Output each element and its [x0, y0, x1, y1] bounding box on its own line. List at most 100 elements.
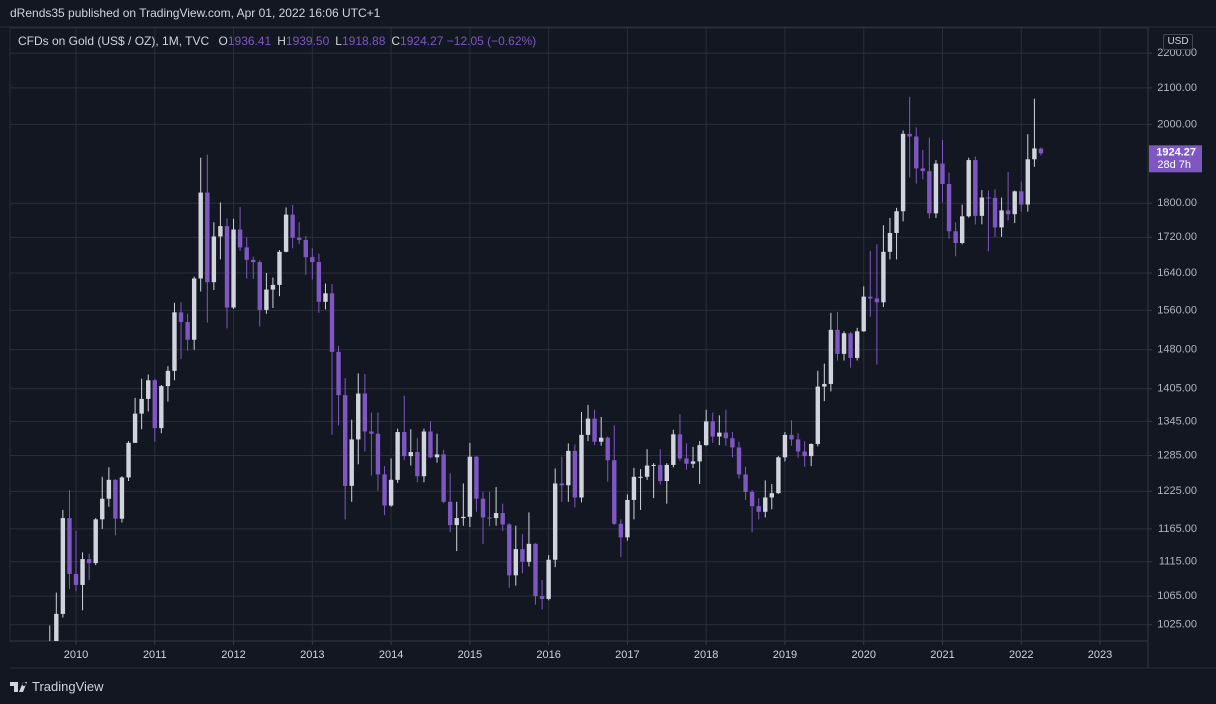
candle-body [953, 231, 958, 243]
x-tick-label: 2022 [1009, 649, 1033, 661]
candle-body [493, 513, 499, 519]
x-tick-label: 2011 [143, 649, 167, 661]
y-tick-label: 1405.00 [1157, 383, 1197, 395]
candle-body [198, 192, 203, 279]
candle-body [191, 278, 197, 340]
candle-body [342, 395, 348, 486]
candle-body [467, 456, 473, 517]
candle-body [415, 452, 420, 477]
axes: 1025.00 1065.00 1115.00 1165.00 1225.00 1285.… [64, 47, 1202, 661]
candle-body [454, 518, 459, 526]
candle-body [848, 333, 853, 358]
y-tick-label: 1115.00 [1159, 556, 1197, 568]
candle-body [113, 479, 118, 519]
candle-body [441, 454, 446, 502]
candle-body [303, 239, 308, 258]
candle-body [815, 386, 820, 444]
candle-body [205, 192, 210, 283]
candle-body [244, 247, 249, 260]
ohlc-value: 1936.41 [227, 34, 272, 48]
candle-body [1019, 191, 1024, 205]
candle-body [520, 549, 525, 562]
candle-body [513, 549, 518, 576]
candle-body [336, 351, 341, 396]
y-tick-label: 1560.00 [1157, 304, 1197, 316]
candle-body [638, 476, 643, 478]
candle-body [808, 443, 814, 457]
candle-body [717, 432, 722, 437]
plot-area [9, 27, 1149, 642]
x-tick-label: 2020 [851, 649, 875, 661]
candle-body [1032, 148, 1037, 160]
candle-body [152, 380, 157, 429]
candle-body [697, 445, 702, 462]
legend: CFDs on Gold (US$ / OZ), 1M, TVC O1936.4… [18, 34, 536, 48]
x-tick-label: 2012 [221, 649, 245, 661]
y-tick-label: 1480.00 [1157, 344, 1197, 356]
candle-body [730, 438, 735, 448]
candle-body [736, 447, 742, 475]
candle-body [356, 393, 361, 440]
x-tick-label: 2018 [694, 649, 718, 661]
candle-body [999, 210, 1004, 228]
candle-body [251, 259, 256, 263]
candle-body [795, 439, 801, 452]
candle-body [139, 398, 144, 414]
candle-body [539, 596, 545, 599]
x-tick-label: 2017 [615, 649, 639, 661]
price-badge [1149, 145, 1202, 173]
candle-body [290, 214, 295, 238]
currency-label[interactable]: USD [1163, 34, 1193, 50]
candle-body [703, 421, 709, 446]
candle-body [841, 333, 847, 354]
candle-body [172, 312, 177, 371]
y-tick-label: 1720.00 [1157, 231, 1197, 243]
candle-body [559, 483, 564, 486]
candle-body [146, 380, 151, 399]
candle-body [940, 163, 945, 184]
candle-body [835, 329, 840, 354]
candle-body [296, 237, 302, 240]
candle-body [769, 493, 774, 498]
candle-body [579, 434, 584, 498]
ohlc-value: 1939.50 [285, 34, 330, 48]
candle-body [756, 506, 761, 512]
candle-body [907, 133, 912, 137]
candle-body [684, 458, 689, 464]
candle-body [421, 431, 427, 477]
change: −12.05 (−0.62%) [446, 34, 537, 48]
candle-body [283, 214, 289, 252]
candle-body [789, 434, 794, 440]
x-tick-label: 2021 [930, 649, 954, 661]
y-tick-label: 1800.00 [1157, 197, 1197, 209]
ohlc: O1936.41 H1939.50 L1918.88 C1924.27 [213, 34, 447, 48]
candle-body [690, 461, 696, 464]
candle-body [533, 543, 538, 597]
candle-body [132, 413, 138, 443]
x-tick-label: 2013 [300, 649, 324, 661]
logo [10, 682, 27, 692]
candle-body [349, 439, 354, 486]
candle-body [743, 474, 748, 492]
candle-body [100, 498, 105, 520]
candle-body [644, 465, 650, 477]
y-tick-label: 1065.00 [1157, 590, 1197, 602]
y-tick-label: 1025.00 [1157, 619, 1197, 631]
grid [10, 28, 1148, 641]
candle-body [119, 477, 125, 519]
candle-body [710, 421, 715, 437]
candle-body [402, 432, 407, 457]
candle-body [126, 442, 131, 478]
y-tick-label: 1225.00 [1157, 485, 1197, 497]
ohlc-value: 1924.27 [400, 34, 444, 48]
candle-body [487, 517, 492, 519]
candle-body [822, 383, 827, 387]
candle-body [80, 559, 85, 585]
candle-body [959, 216, 965, 243]
candle-body [605, 437, 610, 461]
x-tick-label: 2016 [536, 649, 560, 661]
candle-body [461, 516, 466, 519]
candle-body [480, 498, 486, 518]
candle-body [585, 418, 591, 435]
